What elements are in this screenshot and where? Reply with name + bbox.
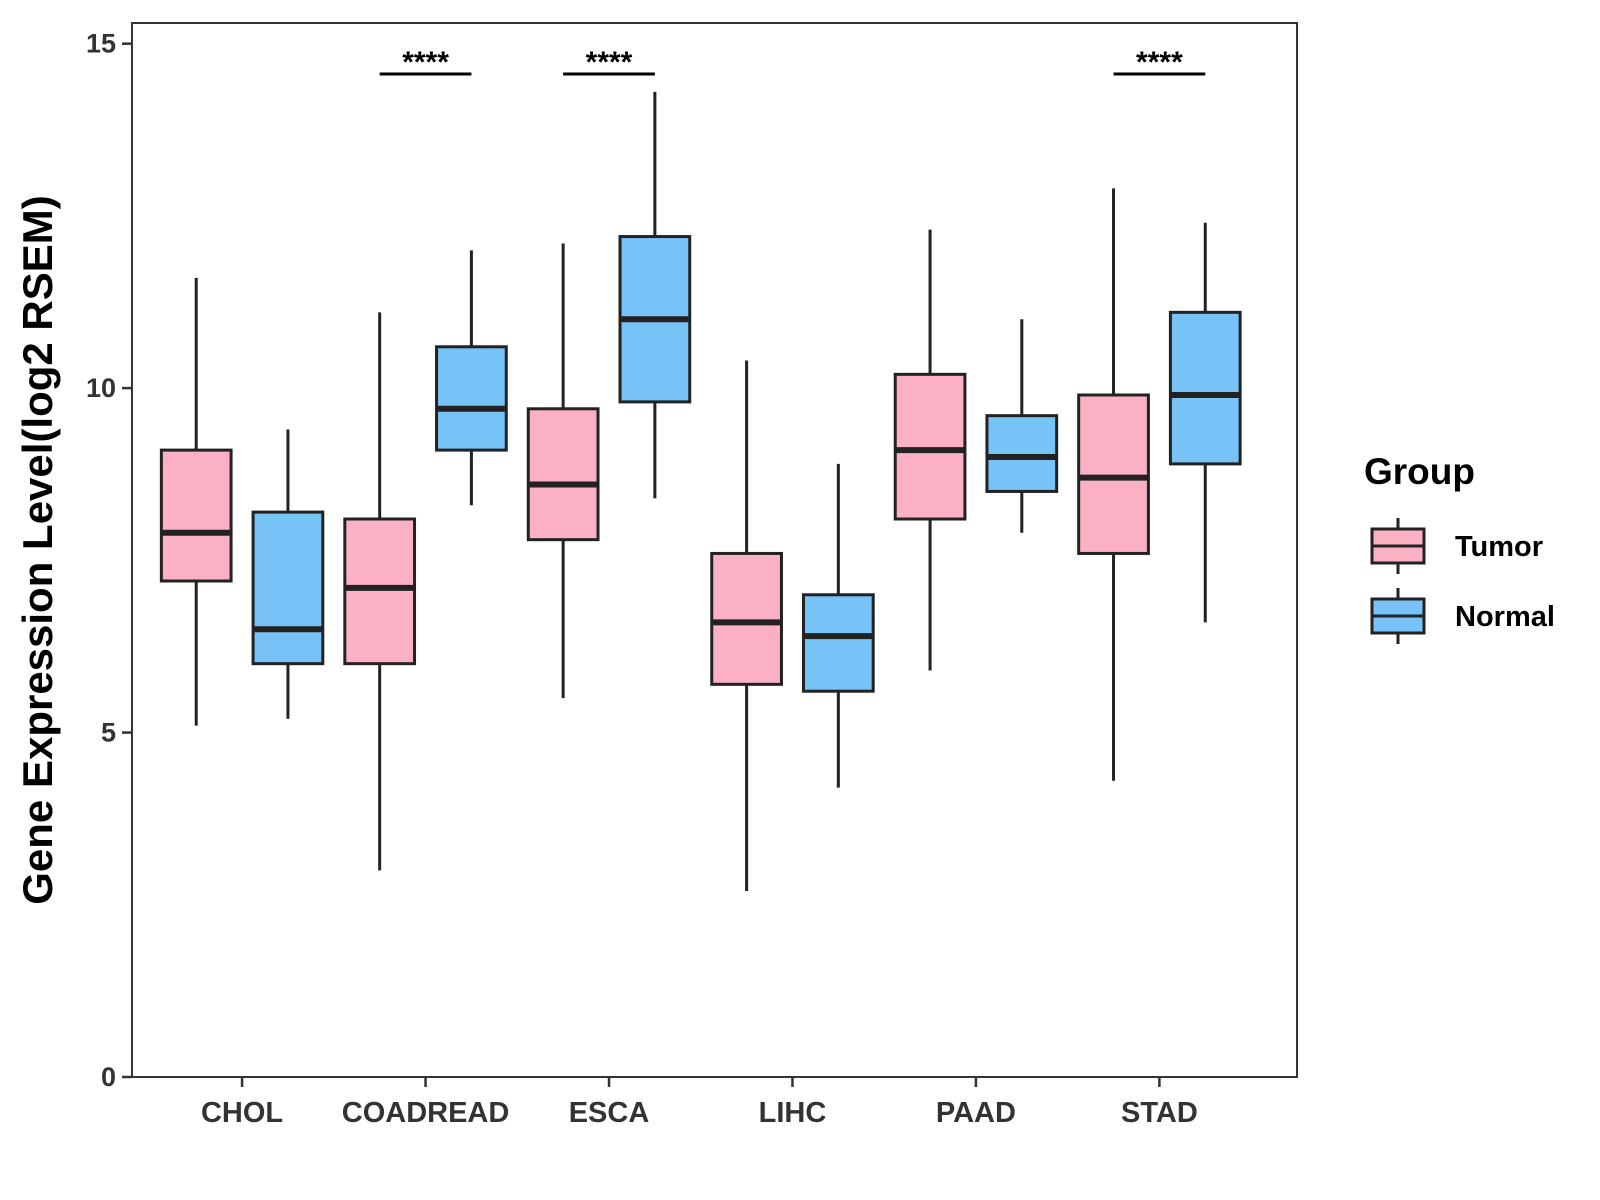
box-normal-esca [618, 91, 692, 499]
significance-label: **** [586, 46, 633, 79]
box-normal-lihc [801, 463, 875, 788]
box-tumor-paad [893, 229, 967, 671]
box-tumor-esca [526, 243, 600, 699]
y-axis: 0 5 10 15 [86, 23, 133, 1092]
x-tick-label-paad: PAAD [936, 1097, 1016, 1129]
box-iqr [801, 593, 875, 693]
x-tick-label-coadread: COADREAD [342, 1097, 510, 1129]
box-iqr [526, 407, 600, 542]
box-normal-coadread [435, 250, 508, 506]
legend-item-tumor: Tumor [1370, 518, 1543, 574]
y-axis-title: Gene Expression Level(log2 RSEM) [14, 195, 61, 905]
significance-label: **** [402, 46, 449, 79]
box-iqr [893, 372, 967, 521]
y-tick-label: 10 [86, 373, 116, 403]
box-iqr [251, 510, 325, 666]
x-axis: CHOL COADREAD ESCA LIHC PAAD STAD [201, 1077, 1198, 1129]
box-iqr [343, 517, 417, 666]
box-normal-chol [251, 429, 325, 719]
x-tick-label-stad: STAD [1121, 1097, 1198, 1129]
y-tick-label: 15 [86, 29, 116, 59]
box-iqr [1077, 393, 1150, 555]
legend-item-normal: Normal [1370, 588, 1555, 644]
legend-title: Group [1364, 451, 1475, 492]
x-tick-label-esca: ESCA [569, 1097, 650, 1129]
y-tick-label: 0 [101, 1062, 116, 1092]
box-iqr [985, 414, 1059, 493]
box-iqr [1168, 310, 1242, 466]
significance-layer: **** **** **** [379, 46, 1206, 79]
box-iqr [159, 448, 233, 583]
legend-label-normal: Normal [1455, 601, 1555, 633]
box-iqr [710, 551, 783, 686]
x-tick-label-chol: CHOL [201, 1097, 283, 1129]
y-tick-label: 5 [101, 718, 116, 748]
x-tick-label-lihc: LIHC [759, 1097, 827, 1129]
box-tumor-stad [1077, 188, 1150, 781]
box-tumor-chol [159, 277, 233, 726]
box-normal-paad [985, 319, 1059, 533]
legend-label-tumor: Tumor [1455, 531, 1543, 563]
box-layer [159, 91, 1242, 891]
legend: Group Tumor Normal [1364, 451, 1555, 644]
box-iqr [435, 345, 508, 452]
box-tumor-lihc [710, 360, 783, 891]
significance-label: **** [1136, 46, 1183, 79]
box-tumor-coadread [343, 312, 417, 871]
box-normal-stad [1168, 222, 1242, 623]
